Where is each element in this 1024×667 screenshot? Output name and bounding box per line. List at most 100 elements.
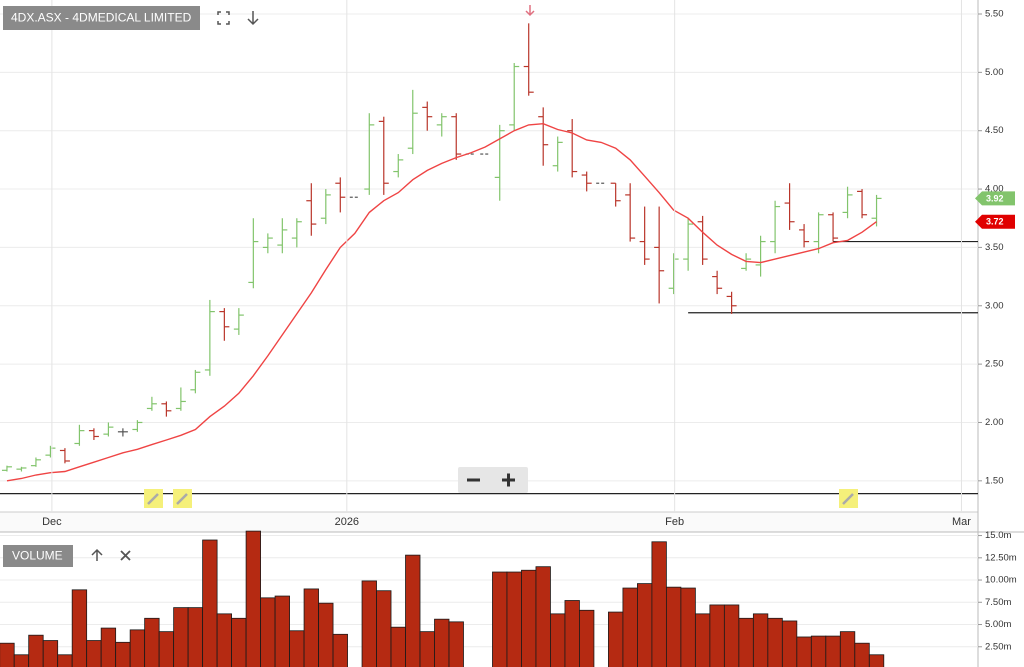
ohlc-bar: [842, 186, 853, 219]
zoom-box: [458, 467, 528, 493]
volume-bar: [781, 620, 798, 667]
ohlc-bar: [683, 218, 694, 271]
ohlc-bar: [335, 177, 346, 213]
ohlc-bar: [857, 189, 868, 219]
volume-bar: [723, 604, 740, 667]
arrow-marker: [525, 5, 535, 17]
y-tick-label: 5.00m: [985, 619, 1011, 630]
ohlc-bar: [378, 116, 389, 195]
volume-bar: [57, 654, 73, 667]
download-icon[interactable]: [247, 11, 259, 26]
ohlc-bar: [320, 189, 331, 225]
volume-bar: [187, 607, 204, 667]
volume-bar: [506, 571, 522, 667]
ohlc-bar: [161, 401, 172, 417]
volume-bar: [86, 640, 102, 667]
ohlc-bar: [784, 183, 795, 230]
ohlc-bar: [712, 270, 723, 295]
ohlc-bar: [103, 422, 114, 437]
y-tick-label: 10.00m: [985, 575, 1017, 586]
ma-value-tag-label: 3.72: [986, 217, 1004, 227]
ohlc-bar: [639, 206, 650, 265]
volume-bar: [521, 569, 537, 667]
volume-bar: [245, 530, 261, 667]
ohlc-bar: [654, 206, 665, 304]
last-price-tag-label: 3.92: [986, 193, 1004, 203]
move-up-icon[interactable]: [91, 548, 103, 561]
ohlc-bar: [610, 182, 621, 207]
volume-bar: [448, 621, 464, 667]
volume-bar: [492, 571, 508, 667]
volume-bar: [115, 641, 131, 667]
ohlc-bar: [871, 194, 882, 227]
volume-bar: [579, 609, 595, 667]
volume-bar: [665, 586, 682, 667]
volume-bar: [129, 629, 146, 667]
ohlc-bar: [422, 101, 433, 131]
y-tick-label: 2.50: [985, 359, 1004, 370]
volume-bar: [13, 654, 30, 667]
volume-bar: [144, 617, 160, 667]
zoom-in[interactable]: [502, 473, 515, 487]
ohlc-bar: [219, 308, 230, 341]
volume-bar: [810, 635, 827, 667]
volume-bar: [71, 589, 88, 667]
volume-bar: [550, 613, 566, 667]
ohlc-bar: [509, 63, 520, 131]
volume-bar: [390, 626, 406, 667]
volume-bar: [622, 587, 638, 667]
volume-bar: [289, 630, 305, 667]
volume-bar: [419, 631, 435, 667]
volume-bar: [173, 607, 189, 667]
zoom-controls: [458, 467, 528, 493]
volume-title-box: [3, 545, 73, 567]
volume-bar: [694, 613, 711, 667]
ohlc-bar: [393, 154, 404, 178]
volume-bar: [752, 613, 769, 667]
close-icon[interactable]: [120, 550, 131, 561]
ohlc-bar: [581, 171, 592, 192]
volume-bar: [434, 618, 450, 667]
volume-bar: [796, 636, 812, 667]
volume-bar: [0, 642, 15, 667]
ohlc-bar: [538, 107, 549, 166]
y-tick-label: 5.00: [985, 67, 1004, 78]
ohlc-bar: [306, 183, 317, 236]
volume-bar: [839, 631, 856, 667]
ohlc-bar: [117, 428, 128, 437]
ohlc-bar: [726, 291, 737, 314]
ohlc-bar: [625, 183, 636, 242]
ohlc-bar: [364, 113, 375, 195]
x-tick-label: Feb: [665, 516, 684, 528]
ohlc-bar: [16, 466, 27, 472]
volume-bar: [767, 617, 783, 667]
volume-bar: [825, 635, 841, 667]
y-tick-label: 2.50m: [985, 641, 1011, 652]
x-axis-band: [0, 512, 978, 532]
y-tick-label: 5.50: [985, 9, 1004, 20]
ohlc-bar: [813, 212, 824, 254]
volume-bar: [202, 539, 218, 667]
y-tick-label: 3.00: [985, 300, 1004, 311]
x-tick-label: 2026: [335, 516, 359, 528]
ohlc-bar: [277, 218, 288, 254]
ohlc-bar: [451, 113, 462, 160]
ohlc-bar: [567, 119, 578, 178]
zoom-out[interactable]: [467, 478, 480, 482]
ohlc-bar: [88, 428, 99, 440]
pencil-glyph: [147, 493, 854, 505]
volume-bar: [608, 611, 624, 667]
y-tick-label: 4.00: [985, 184, 1004, 195]
ohlc-bar: [552, 136, 563, 172]
title-box: [3, 6, 200, 30]
ohlc-bar: [59, 448, 70, 464]
volume-bar: [231, 617, 247, 667]
volume-bar: [361, 580, 377, 667]
volume-bar: [260, 597, 276, 667]
y-tick-label: 12.50m: [985, 552, 1017, 563]
volume-bar: [332, 633, 348, 667]
volume-bar: [318, 602, 334, 667]
fullscreen-icon[interactable]: [217, 11, 230, 25]
